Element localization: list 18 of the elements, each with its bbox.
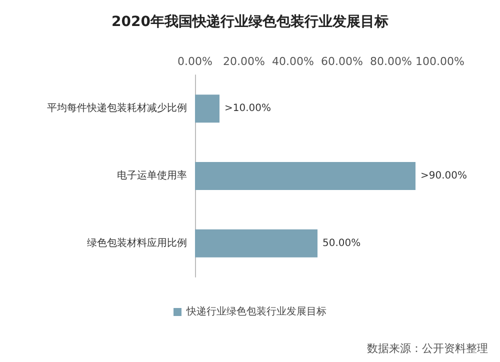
x-tick-label: 0.00% (178, 55, 212, 68)
bar (195, 162, 416, 190)
bar (195, 94, 220, 123)
legend-label: 快递行业绿色包装行业发展目标 (186, 306, 326, 318)
x-tick-label: 20.00% (223, 55, 265, 68)
x-tick-label: 80.00% (370, 55, 412, 68)
data-label: >10.00% (224, 103, 272, 114)
data-label: >90.00% (420, 170, 468, 182)
source-note: 数据来源：公开资料整理 (367, 342, 488, 355)
chart-title: 2020年我国快递行业绿色包装行业发展目标 (112, 13, 388, 30)
x-tick-label: 60.00% (321, 55, 363, 68)
y-tick-label: 平均每件快递包装耗材减少比例 (47, 102, 187, 114)
bar (195, 229, 318, 258)
x-tick-label: 100.00% (416, 55, 464, 68)
data-label: 50.00% (322, 238, 361, 249)
x-tick-label: 40.00% (272, 55, 314, 68)
y-tick-label: 绿色包装材料应用比例 (87, 236, 187, 249)
y-tick-label: 电子运单使用率 (117, 170, 187, 182)
